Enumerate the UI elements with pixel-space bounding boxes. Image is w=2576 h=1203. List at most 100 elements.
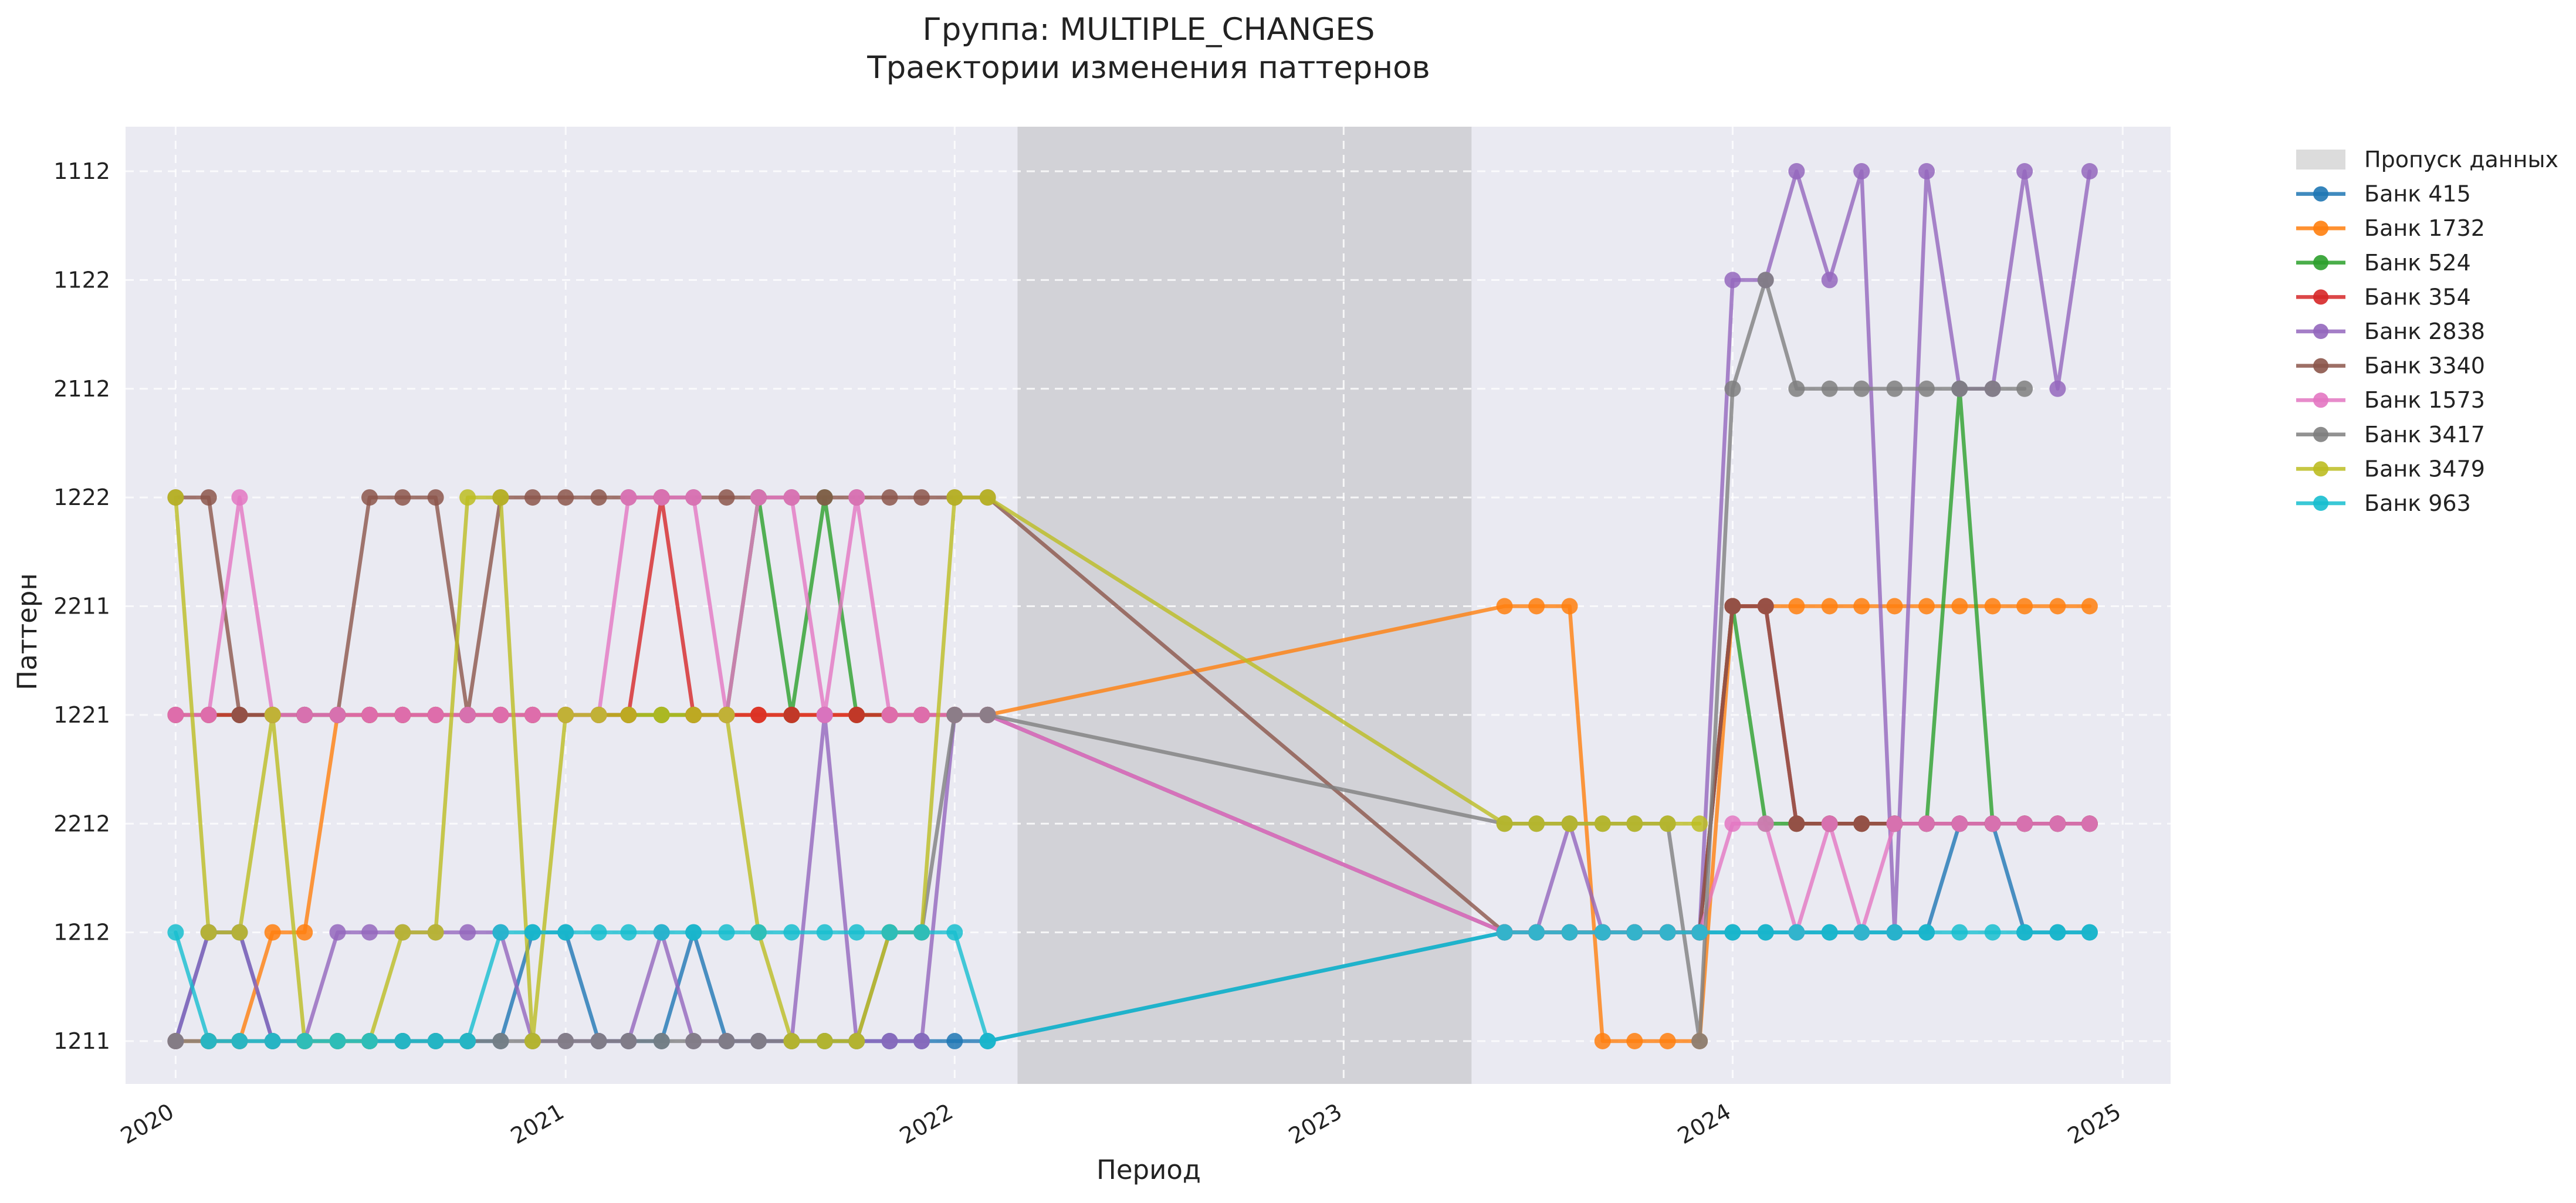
legend-swatch-marker	[2313, 392, 2328, 408]
data-point	[200, 489, 217, 506]
y-tick-label: 2211	[53, 594, 110, 619]
data-point	[296, 706, 313, 723]
data-point	[590, 924, 607, 941]
data-point	[1886, 380, 1903, 397]
data-point	[590, 706, 607, 723]
data-point	[1984, 380, 2001, 397]
data-point	[1659, 1033, 1676, 1049]
legend-label: Банк 3417	[2364, 422, 2485, 448]
data-point	[557, 1033, 574, 1049]
legend-label: Банк 415	[2364, 181, 2471, 207]
data-point	[685, 1033, 702, 1049]
data-point	[750, 706, 767, 723]
data-point	[557, 924, 574, 941]
data-point	[1918, 598, 1935, 615]
data-point	[750, 1033, 767, 1049]
data-point	[167, 1033, 184, 1049]
data-point	[685, 706, 702, 723]
data-point	[492, 706, 509, 723]
legend-label: Банк 1573	[2364, 387, 2485, 413]
data-point	[1561, 598, 1578, 615]
data-point	[620, 924, 637, 941]
data-point	[264, 706, 281, 723]
legend-label: Банк 354	[2364, 284, 2471, 310]
data-point	[231, 1033, 248, 1049]
data-point	[1528, 924, 1545, 941]
data-point	[1528, 815, 1545, 832]
data-point	[1788, 380, 1805, 397]
legend-swatch-marker	[2313, 324, 2328, 339]
data-point	[913, 924, 930, 941]
data-point	[1626, 1033, 1643, 1049]
data-point	[1918, 815, 1935, 832]
data-point	[1626, 924, 1643, 941]
data-point	[1951, 924, 1968, 941]
data-point	[2049, 380, 2066, 397]
y-tick-label: 1222	[53, 484, 110, 510]
data-point	[620, 706, 637, 723]
data-point	[848, 706, 865, 723]
data-point	[200, 1033, 217, 1049]
data-point	[361, 489, 378, 506]
legend-label: Банк 3340	[2364, 353, 2485, 379]
data-point	[1724, 815, 1741, 832]
data-point	[394, 706, 411, 723]
data-point	[459, 706, 476, 723]
data-point	[913, 706, 930, 723]
data-point	[2016, 924, 2033, 941]
y-axis-label: Паттерн	[12, 573, 43, 690]
data-point	[718, 924, 735, 941]
data-point	[329, 706, 346, 723]
data-point	[2081, 924, 2098, 941]
data-point	[718, 706, 735, 723]
data-point	[394, 1033, 411, 1049]
data-point	[653, 706, 670, 723]
data-point	[1984, 815, 2001, 832]
data-point	[1757, 924, 1774, 941]
data-point	[913, 1033, 930, 1049]
data-point	[1821, 924, 1838, 941]
data-point	[1951, 815, 1968, 832]
x-tick-label: 2024	[1673, 1099, 1735, 1149]
chart-title: Группа: MULTIPLE_CHANGES	[922, 12, 1375, 48]
data-point	[1886, 598, 1903, 615]
data-point	[1659, 815, 1676, 832]
data-point	[2016, 163, 2033, 179]
data-point	[557, 706, 574, 723]
data-point	[1918, 924, 1935, 941]
data-point	[459, 924, 476, 941]
data-point	[2081, 598, 2098, 615]
data-point	[946, 706, 963, 723]
data-point	[1594, 1033, 1611, 1049]
data-point	[329, 924, 346, 941]
data-point	[685, 489, 702, 506]
legend-label: Банк 3479	[2364, 456, 2485, 482]
data-point	[394, 924, 411, 941]
data-point	[524, 924, 541, 941]
data-point	[427, 489, 444, 506]
legend-swatch-marker	[2313, 221, 2328, 236]
data-point	[783, 1033, 800, 1049]
data-point	[1951, 380, 1968, 397]
data-point	[1757, 815, 1774, 832]
data-point	[1757, 272, 1774, 289]
data-point	[1788, 815, 1805, 832]
data-point	[750, 924, 767, 941]
data-point	[1821, 815, 1838, 832]
x-tick-label: 2023	[1284, 1099, 1346, 1149]
data-point	[816, 924, 833, 941]
data-point	[1788, 598, 1805, 615]
y-tick-label: 2112	[53, 376, 110, 402]
data-point	[167, 924, 184, 941]
data-point	[492, 924, 509, 941]
data-point	[620, 489, 637, 506]
data-point	[1853, 380, 1870, 397]
data-point	[881, 489, 898, 506]
data-point	[1886, 924, 1903, 941]
data-point	[1724, 272, 1741, 289]
data-point	[1918, 163, 1935, 179]
legend-swatch-marker	[2313, 461, 2328, 477]
data-point	[2049, 598, 2066, 615]
data-point	[848, 924, 865, 941]
